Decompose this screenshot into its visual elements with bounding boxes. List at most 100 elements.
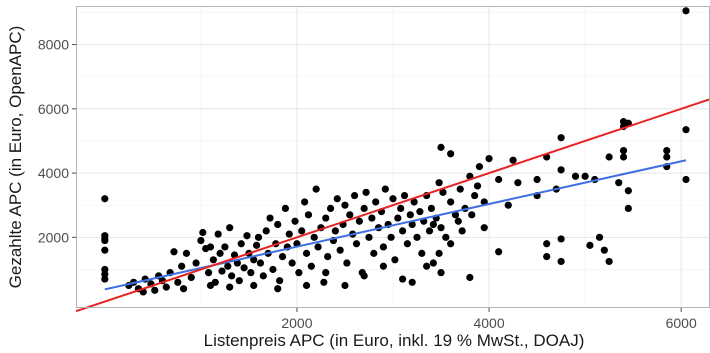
data-point (514, 179, 522, 187)
data-point (237, 240, 245, 248)
data-point (439, 188, 447, 196)
data-point (301, 198, 309, 206)
data-point (187, 273, 195, 282)
data-point (320, 278, 328, 286)
data-point (427, 204, 436, 213)
data-point (372, 198, 380, 206)
data-point (397, 204, 405, 213)
data-point (557, 257, 565, 266)
data-point (343, 259, 351, 267)
data-point (333, 195, 341, 203)
data-point (682, 175, 690, 184)
data-point (368, 214, 376, 222)
data-point (218, 267, 226, 275)
data-point (331, 227, 339, 235)
data-points (101, 7, 690, 296)
data-point (285, 230, 293, 238)
data-point (266, 214, 274, 222)
data-point (429, 259, 437, 267)
data-point (247, 269, 255, 277)
data-point (365, 233, 373, 241)
data-point (302, 281, 311, 290)
data-point (624, 204, 632, 213)
data-point (322, 269, 330, 277)
data-point (197, 236, 205, 245)
data-point (174, 278, 182, 286)
data-point (394, 214, 402, 222)
data-point (182, 249, 191, 257)
y-tick-label: 2000 (38, 229, 69, 245)
data-point (362, 188, 370, 196)
data-point (557, 166, 565, 174)
data-point (387, 233, 395, 241)
data-point (278, 252, 287, 261)
data-point (101, 275, 109, 283)
data-point (468, 211, 476, 219)
data-point (615, 179, 623, 187)
data-point (416, 208, 424, 216)
data-point (341, 281, 349, 290)
data-point (447, 198, 455, 206)
data-point (199, 228, 207, 237)
y-tick-label: 8000 (38, 37, 69, 53)
data-point (418, 249, 426, 257)
data-point (429, 220, 437, 229)
data-point (336, 246, 344, 254)
data-point (370, 249, 378, 257)
data-point (360, 204, 368, 213)
data-point (178, 262, 186, 270)
data-point (206, 281, 215, 290)
data-point (403, 240, 412, 248)
data-point (406, 211, 414, 219)
y-axis-title: Gezahlte APC (in Euro, OpenAPC) (6, 26, 25, 289)
data-point (480, 224, 488, 232)
data-point (350, 191, 359, 200)
data-point (250, 256, 258, 264)
data-point (209, 256, 217, 264)
data-point (235, 277, 243, 285)
data-point (381, 185, 389, 193)
data-point (170, 248, 178, 256)
data-point (192, 259, 200, 267)
data-point (451, 211, 460, 219)
y-tick-label: 6000 (38, 101, 69, 117)
data-point (352, 240, 361, 248)
data-point (307, 262, 315, 270)
data-point (179, 285, 188, 293)
data-point (475, 163, 484, 171)
data-point (471, 191, 479, 200)
data-point (442, 233, 450, 241)
data-point (214, 230, 222, 238)
data-point (274, 220, 282, 229)
data-point (543, 252, 551, 261)
plot-panel (75, 6, 710, 313)
data-point (295, 269, 303, 277)
data-point (437, 143, 445, 151)
data-point (619, 153, 628, 161)
x-axis-title: Listenpreis APC (in Euro, inkl. 19 % MwS… (204, 331, 585, 350)
data-point (281, 204, 290, 213)
data-point (379, 243, 387, 251)
x-tick-label: 2000 (281, 315, 312, 331)
data-point (581, 172, 589, 180)
data-point (216, 249, 224, 257)
data-point (346, 211, 354, 219)
identity-line (75, 98, 710, 313)
data-point (204, 269, 213, 277)
data-point (595, 233, 604, 241)
data-point (250, 281, 258, 290)
data-point (302, 249, 311, 257)
data-point (322, 214, 330, 222)
data-point (485, 155, 493, 163)
data-point (206, 243, 215, 251)
data-point (224, 262, 232, 270)
data-point (341, 201, 349, 209)
data-point (447, 240, 455, 248)
data-point (243, 232, 251, 240)
data-point (437, 224, 445, 232)
data-point (276, 277, 284, 285)
data-point (458, 227, 466, 235)
data-point (256, 259, 265, 267)
data-point (262, 227, 270, 235)
data-point (600, 246, 608, 254)
